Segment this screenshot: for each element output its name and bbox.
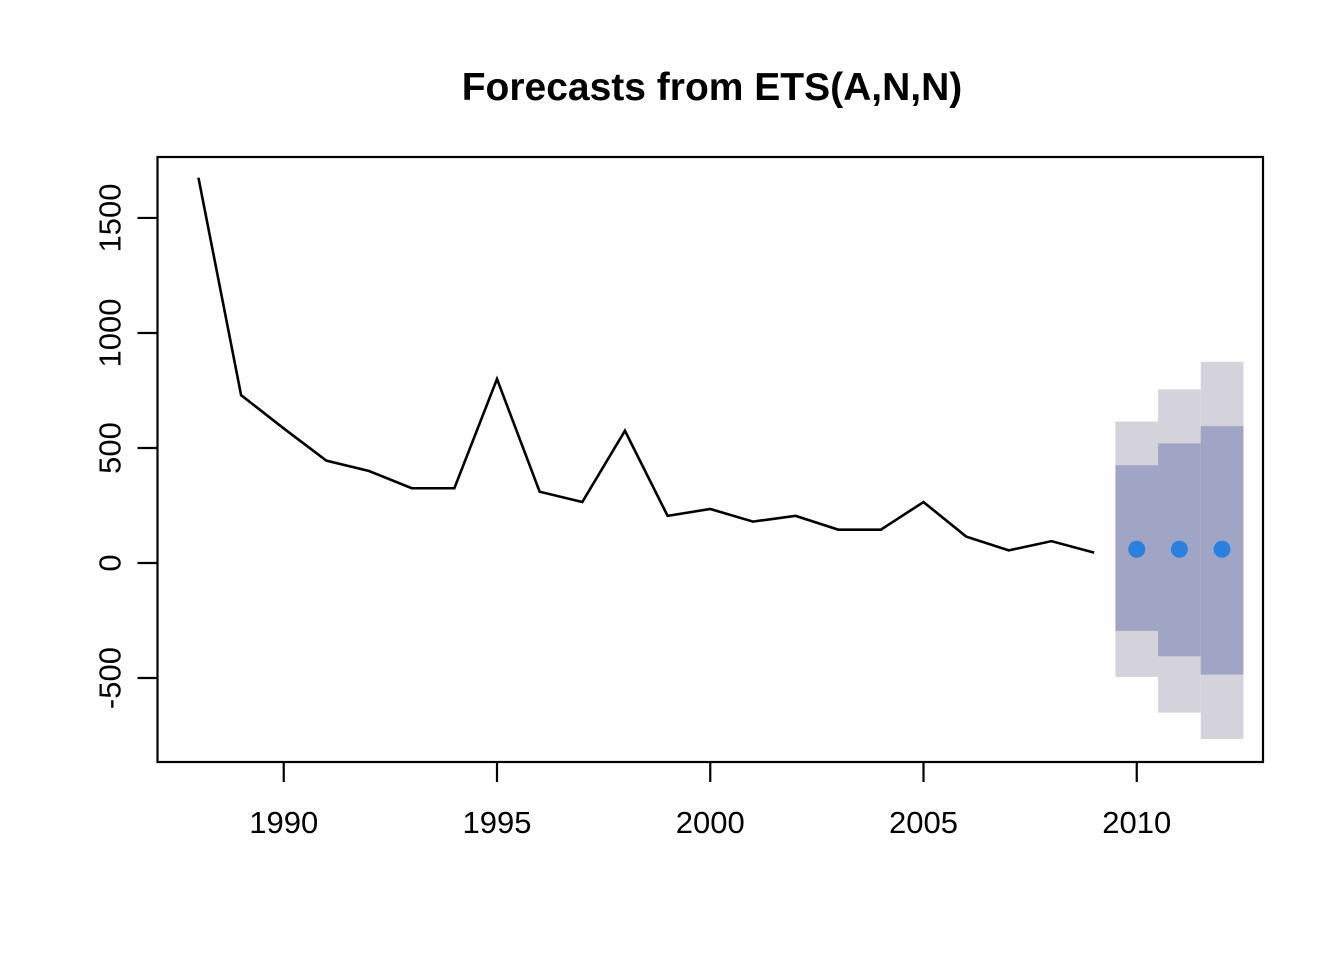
y-tick-label: 500 bbox=[93, 422, 128, 474]
chart-title: Forecasts from ETS(A,N,N) bbox=[462, 66, 963, 109]
x-tick-label: 1990 bbox=[249, 805, 318, 840]
plot-area: 1990 1995 2000 2005 2010 -500 0 500 1000 1500 bbox=[93, 155, 1265, 840]
y-tick-label: -500 bbox=[93, 647, 128, 709]
y-tick-label: 1500 bbox=[93, 183, 128, 252]
forecast-point bbox=[1128, 540, 1146, 558]
x-tick-label: 2005 bbox=[889, 805, 958, 840]
x-tick-label: 2010 bbox=[1102, 805, 1171, 840]
y-tick-label: 0 bbox=[93, 554, 128, 571]
forecast-point bbox=[1170, 540, 1188, 558]
forecast-point bbox=[1213, 540, 1231, 558]
x-tick-label: 2000 bbox=[676, 805, 745, 840]
observed-series-line bbox=[197, 177, 1095, 554]
y-tick-label: 1000 bbox=[93, 298, 128, 367]
x-tick-label: 1995 bbox=[463, 805, 532, 840]
